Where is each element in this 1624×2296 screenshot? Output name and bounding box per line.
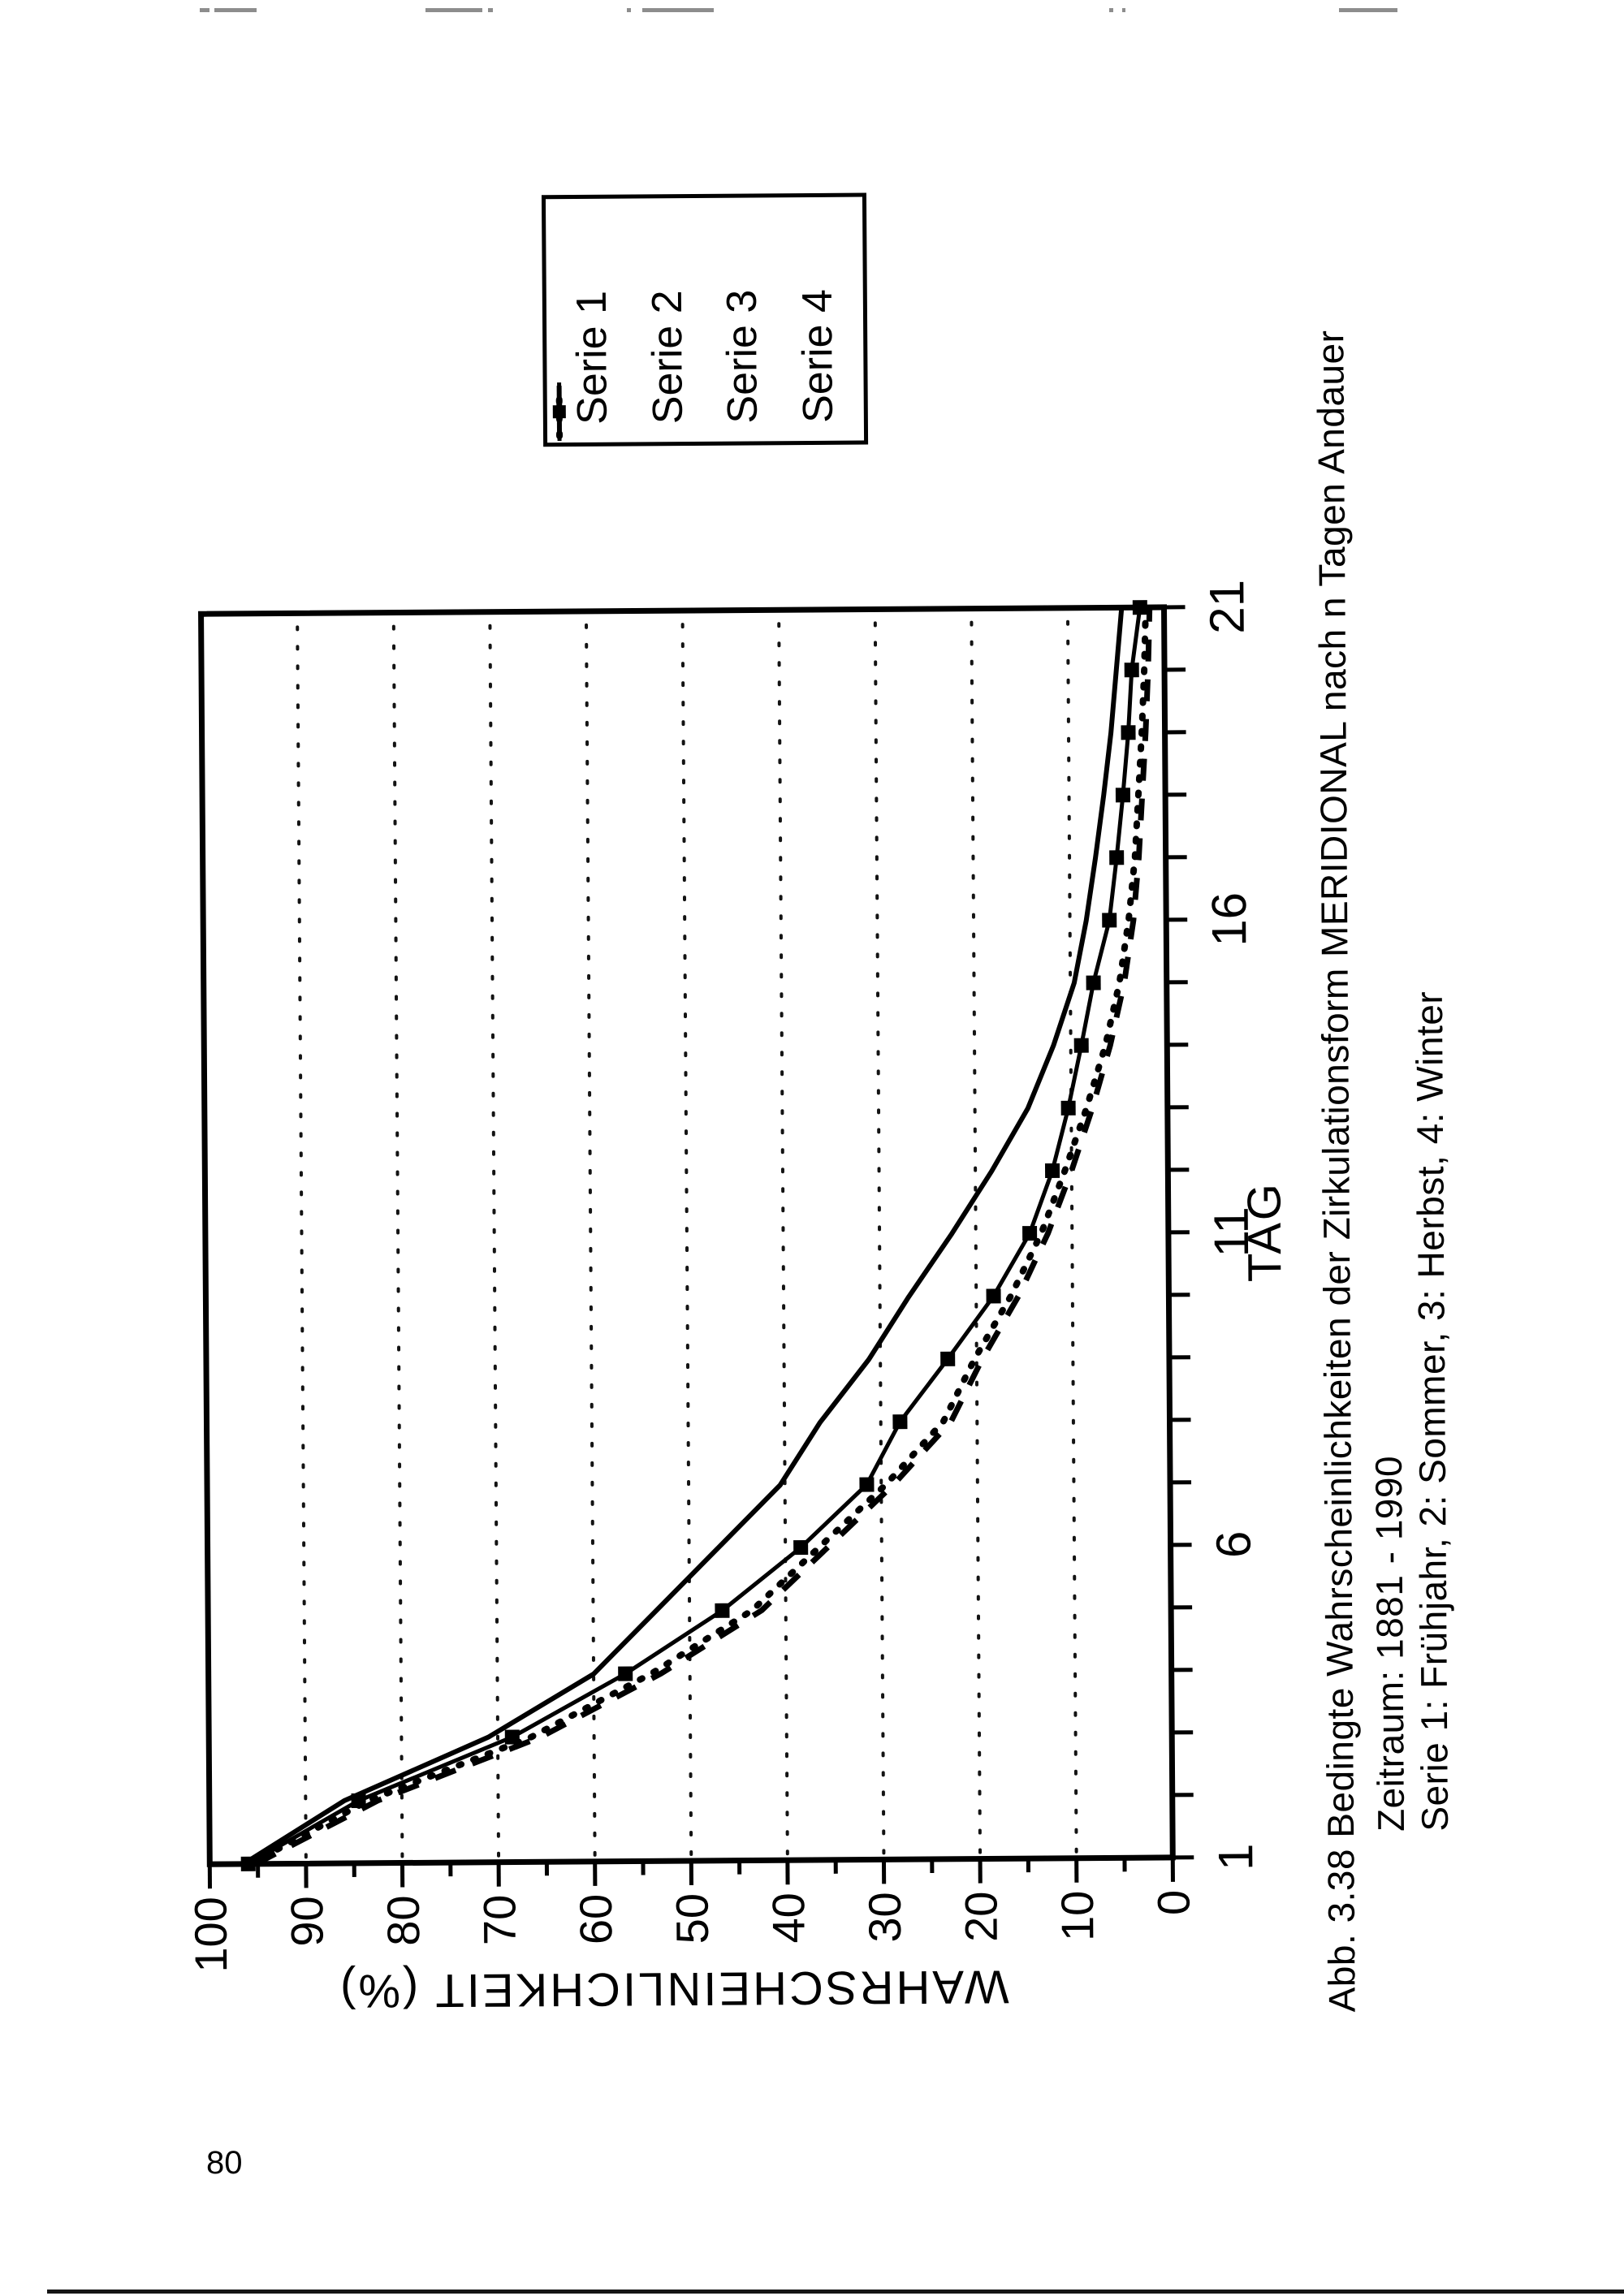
- y-tick-label: 90: [281, 1896, 332, 1947]
- y-tick-label: 40: [762, 1892, 814, 1944]
- series-line-serie-4: [247, 606, 1142, 1867]
- page-number: 80: [206, 2145, 243, 2181]
- scan-artifact-bottom-line: [47, 2290, 1624, 2294]
- y-tick-label: 0: [1148, 1890, 1199, 1916]
- square-marker: [1044, 1163, 1060, 1178]
- x-tick-label: 16: [1202, 892, 1256, 947]
- y-tick-label: 30: [859, 1892, 910, 1943]
- x-tick-label: 21: [1199, 580, 1254, 634]
- square-marker: [793, 1540, 809, 1556]
- y-tick-label: 10: [1052, 1891, 1103, 1942]
- square-marker: [859, 1477, 875, 1492]
- legend-label: Serie 2: [643, 290, 692, 425]
- gridline: [970, 613, 983, 1854]
- scan-artifact-dash: [425, 8, 482, 12]
- legend-label: Serie 1: [568, 290, 617, 425]
- figure-caption-line-3: Serie 1: Frühjahr, 2: Sommer, 3: Herbst,…: [1407, 990, 1457, 1832]
- square-marker: [1121, 725, 1136, 740]
- y-tick-label: 80: [378, 1895, 429, 1946]
- gridline: [488, 616, 501, 1858]
- gridline: [1065, 612, 1078, 1854]
- x-tick-label: 1: [1208, 1843, 1263, 1871]
- series-line-serie-3: [254, 606, 1153, 1867]
- gridline: [873, 614, 886, 1855]
- legend-item-serie-2: Serie 2: [555, 203, 704, 440]
- gridline: [584, 615, 597, 1857]
- legend-label: Serie 3: [719, 289, 767, 424]
- square-marker: [715, 1603, 730, 1618]
- scan-artifact-dash: [1109, 8, 1113, 12]
- scan-artifact-dash: [642, 8, 714, 12]
- legend-item-serie-4: Serie 4: [552, 202, 854, 442]
- series-line-serie-2: [247, 604, 1149, 1867]
- y-tick-label: 50: [667, 1893, 718, 1944]
- gridline: [680, 615, 693, 1857]
- scan-artifact-dash: [214, 8, 257, 12]
- scan-artifact-dash: [200, 8, 209, 12]
- y-tick-label: 100: [185, 1897, 237, 1973]
- scan-artifact-dash: [1339, 8, 1397, 12]
- square-marker: [1060, 1100, 1076, 1116]
- y-axis-title: WAHRSCHEINLICHKEIT (%): [338, 1960, 1009, 2018]
- y-tick-label: 60: [570, 1894, 621, 1945]
- x-tick-label: 11: [1204, 1206, 1259, 1258]
- square-marker: [1086, 975, 1101, 990]
- square-marker: [986, 1288, 1001, 1304]
- square-marker: [1102, 913, 1117, 928]
- square-marker: [1109, 850, 1125, 865]
- square-marker: [1115, 788, 1131, 803]
- x-axis-title: TAG: [1237, 1181, 1291, 1282]
- scan-artifact-dash: [1122, 8, 1125, 12]
- scan-artifact-dash: [488, 8, 493, 12]
- figure-caption-line-2: Zeitraum: 1881 - 1990: [1367, 1455, 1413, 1832]
- gridline: [296, 618, 308, 1859]
- legend-item-serie-3: Serie 3: [556, 202, 779, 432]
- y-tick-label: 70: [473, 1894, 525, 1945]
- square-marker: [1124, 662, 1139, 678]
- x-tick-label: 6: [1206, 1530, 1260, 1558]
- square-marker: [940, 1351, 956, 1366]
- square-marker: [1022, 1226, 1038, 1241]
- square-marker: [351, 1793, 366, 1808]
- series-line-serie-1: [242, 607, 1125, 1867]
- scan-artifact-dash: [627, 8, 631, 12]
- gridline: [777, 615, 789, 1856]
- square-marker: [240, 1856, 256, 1871]
- gridline: [391, 617, 404, 1858]
- chart-legend: Serie 1 Serie 2 Serie 3 Serie 4: [541, 192, 869, 447]
- square-marker: [1073, 1038, 1089, 1053]
- y-tick-label: 20: [955, 1891, 1006, 1942]
- legend-label: Serie 4: [793, 288, 842, 424]
- square-marker: [892, 1414, 908, 1430]
- square-marker: [504, 1729, 520, 1745]
- square-marker: [618, 1666, 633, 1681]
- square-marker-line-sample-icon: [552, 382, 566, 442]
- square-marker: [1132, 600, 1147, 615]
